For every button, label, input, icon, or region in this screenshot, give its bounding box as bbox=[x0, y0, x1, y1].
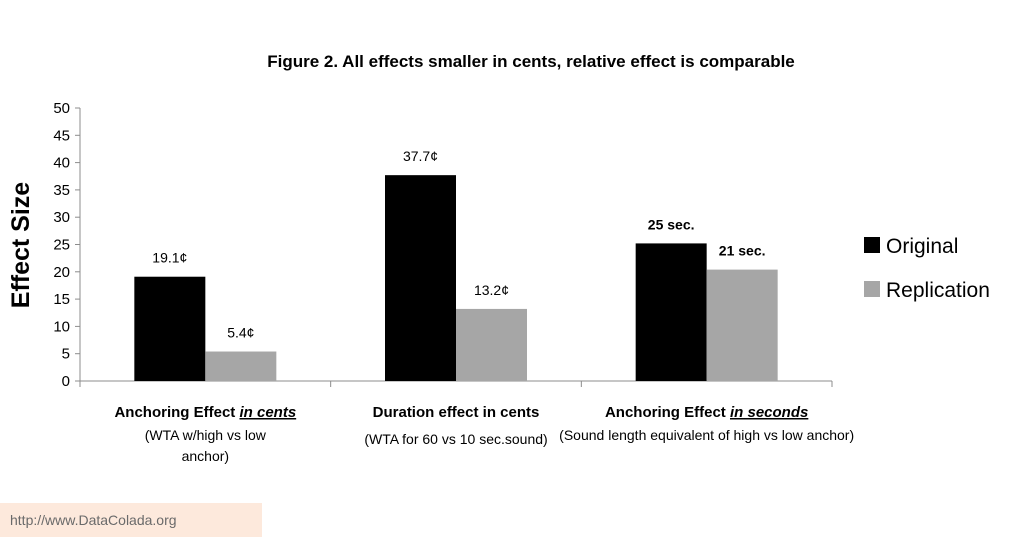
bar-original bbox=[635, 243, 707, 381]
y-tick-label: 45 bbox=[53, 127, 70, 144]
bar-replication bbox=[205, 351, 277, 381]
x-category-label: Anchoring Effect in seconds bbox=[605, 404, 808, 421]
y-tick-label: 25 bbox=[53, 237, 70, 254]
x-category-sublabel: (WTA w/high vs low bbox=[145, 427, 267, 443]
plot-area: 0 5 10 15 20 25 30 35 40 45 50 19.1¢ 5.4¢ Anchoring E… bbox=[53, 100, 854, 464]
data-label: 21 sec. bbox=[719, 243, 766, 259]
x-category-label: Duration effect in cents bbox=[373, 404, 540, 421]
y-tick-label: 30 bbox=[53, 209, 70, 226]
y-tick-label: 20 bbox=[53, 264, 70, 281]
bar-replication bbox=[456, 308, 527, 381]
y-tick-label: 0 bbox=[62, 373, 70, 390]
data-label: 5.4¢ bbox=[227, 325, 254, 341]
data-label: 37.7¢ bbox=[403, 148, 438, 164]
y-tick-label: 35 bbox=[53, 182, 70, 199]
y-tick-label: 15 bbox=[53, 291, 70, 308]
bar-original bbox=[134, 276, 206, 381]
legend-label-original: Original bbox=[886, 235, 958, 258]
y-tick-label: 50 bbox=[53, 100, 70, 117]
x-category-sublabel: (WTA for 60 vs 10 sec.sound) bbox=[364, 431, 547, 447]
data-label: 25 sec. bbox=[648, 216, 695, 232]
legend-label-replication: Replication bbox=[886, 279, 990, 302]
chart-title: Figure 2. All effects smaller in cents, … bbox=[267, 52, 795, 71]
y-tick-label: 10 bbox=[53, 318, 70, 335]
y-tick-label: 5 bbox=[62, 346, 70, 363]
legend-swatch-replication bbox=[864, 281, 880, 297]
legend-swatch-original bbox=[864, 237, 880, 253]
x-category-sublabel: (Sound length equivalent of high vs low … bbox=[559, 427, 854, 443]
bar-replication bbox=[706, 269, 778, 381]
legend: Original Replication bbox=[864, 235, 990, 302]
y-tick-label: 40 bbox=[53, 155, 70, 172]
y-axis-label: Effect Size bbox=[7, 182, 35, 309]
bar-original bbox=[385, 175, 456, 381]
watermark: http://www.DataColada.org bbox=[0, 503, 262, 537]
x-category-label: Anchoring Effect in cents bbox=[114, 404, 296, 421]
data-label: 13.2¢ bbox=[474, 282, 509, 298]
data-label: 19.1¢ bbox=[152, 250, 187, 266]
x-category-sublabel: anchor) bbox=[182, 448, 229, 464]
